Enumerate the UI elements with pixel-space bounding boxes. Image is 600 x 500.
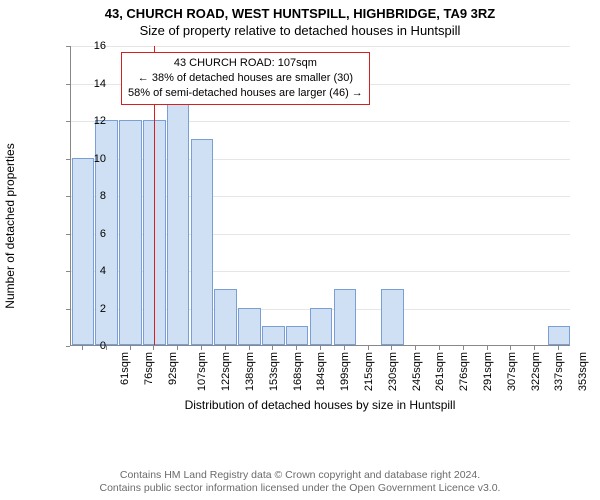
x-tick-mark xyxy=(320,346,321,350)
bar xyxy=(286,326,309,345)
bar xyxy=(334,289,357,345)
x-tick-label: 122sqm xyxy=(220,352,232,391)
x-tick-mark xyxy=(463,346,464,350)
x-tick-mark xyxy=(487,346,488,350)
x-tick-label: 322sqm xyxy=(530,352,542,391)
y-tick-mark xyxy=(66,234,70,235)
annotation-line: 43 CHURCH ROAD: 107sqm xyxy=(128,56,363,71)
x-axis-label: Distribution of detached houses by size … xyxy=(70,398,570,412)
x-tick-label: 261sqm xyxy=(435,352,447,391)
bar xyxy=(238,308,261,346)
x-tick-label: 353sqm xyxy=(577,352,589,391)
x-tick-mark xyxy=(272,346,273,350)
x-tick-mark xyxy=(130,346,131,350)
x-tick-mark xyxy=(558,346,559,350)
chart: Number of detached properties 43 CHURCH … xyxy=(34,46,574,406)
x-tick-label: 168sqm xyxy=(292,352,304,391)
plot-area: 43 CHURCH ROAD: 107sqm← 38% of detached … xyxy=(70,46,570,346)
annotation-line: ← 38% of detached houses are smaller (30… xyxy=(128,71,363,86)
y-tick-mark xyxy=(66,121,70,122)
annotation-line: 58% of semi-detached houses are larger (… xyxy=(128,86,363,101)
bar xyxy=(310,308,333,346)
x-tick-mark xyxy=(534,346,535,350)
y-tick-mark xyxy=(66,309,70,310)
title-subtitle: Size of property relative to detached ho… xyxy=(0,23,600,38)
y-tick-label: 12 xyxy=(86,115,106,127)
footer-line-2: Contains public sector information licen… xyxy=(0,482,600,496)
y-tick-mark xyxy=(66,159,70,160)
x-tick-label: 245sqm xyxy=(411,352,423,391)
x-tick-mark xyxy=(439,346,440,350)
x-tick-label: 138sqm xyxy=(244,352,256,391)
y-axis-label: Number of detached properties xyxy=(3,143,17,308)
y-tick-label: 8 xyxy=(86,190,106,202)
x-tick-mark xyxy=(225,346,226,350)
bar xyxy=(191,139,214,345)
x-tick-mark xyxy=(391,346,392,350)
x-tick-label: 276sqm xyxy=(458,352,470,391)
footer-line-1: Contains HM Land Registry data © Crown c… xyxy=(0,469,600,483)
x-tick-mark xyxy=(296,346,297,350)
y-tick-label: 2 xyxy=(86,303,106,315)
y-tick-label: 14 xyxy=(86,78,106,90)
x-tick-label: 230sqm xyxy=(387,352,399,391)
title-block: 43, CHURCH ROAD, WEST HUNTSPILL, HIGHBRI… xyxy=(0,0,600,38)
x-tick-mark xyxy=(344,346,345,350)
x-tick-label: 291sqm xyxy=(482,352,494,391)
y-tick-label: 6 xyxy=(86,228,106,240)
x-tick-label: 199sqm xyxy=(339,352,351,391)
y-tick-label: 10 xyxy=(86,153,106,165)
bar xyxy=(119,120,142,345)
y-tick-mark xyxy=(66,346,70,347)
x-tick-label: 307sqm xyxy=(506,352,518,391)
y-tick-label: 16 xyxy=(86,40,106,52)
x-tick-mark xyxy=(415,346,416,350)
x-tick-mark xyxy=(177,346,178,350)
x-tick-mark xyxy=(368,346,369,350)
x-tick-label: 107sqm xyxy=(196,352,208,391)
y-tick-label: 4 xyxy=(86,265,106,277)
x-tick-label: 337sqm xyxy=(554,352,566,391)
bar xyxy=(214,289,237,345)
y-tick-mark xyxy=(66,46,70,47)
x-tick-mark xyxy=(201,346,202,350)
footer: Contains HM Land Registry data © Crown c… xyxy=(0,469,600,496)
bar xyxy=(167,101,190,345)
x-tick-label: 184sqm xyxy=(316,352,328,391)
bar xyxy=(72,158,95,346)
x-tick-label: 92sqm xyxy=(167,352,179,385)
gridline xyxy=(71,46,570,47)
bar xyxy=(548,326,571,345)
y-tick-mark xyxy=(66,196,70,197)
bar xyxy=(262,326,285,345)
y-tick-label: 0 xyxy=(86,340,106,352)
bar xyxy=(381,289,404,345)
annotation-box: 43 CHURCH ROAD: 107sqm← 38% of detached … xyxy=(121,52,370,105)
y-tick-mark xyxy=(66,84,70,85)
x-tick-mark xyxy=(106,346,107,350)
x-tick-label: 153sqm xyxy=(268,352,280,391)
x-tick-label: 215sqm xyxy=(363,352,375,391)
x-tick-mark xyxy=(153,346,154,350)
x-tick-mark xyxy=(510,346,511,350)
x-tick-mark xyxy=(249,346,250,350)
x-tick-label: 61sqm xyxy=(119,352,131,385)
y-tick-mark xyxy=(66,271,70,272)
title-address: 43, CHURCH ROAD, WEST HUNTSPILL, HIGHBRI… xyxy=(0,6,600,21)
x-tick-mark xyxy=(82,346,83,350)
x-tick-label: 76sqm xyxy=(143,352,155,385)
